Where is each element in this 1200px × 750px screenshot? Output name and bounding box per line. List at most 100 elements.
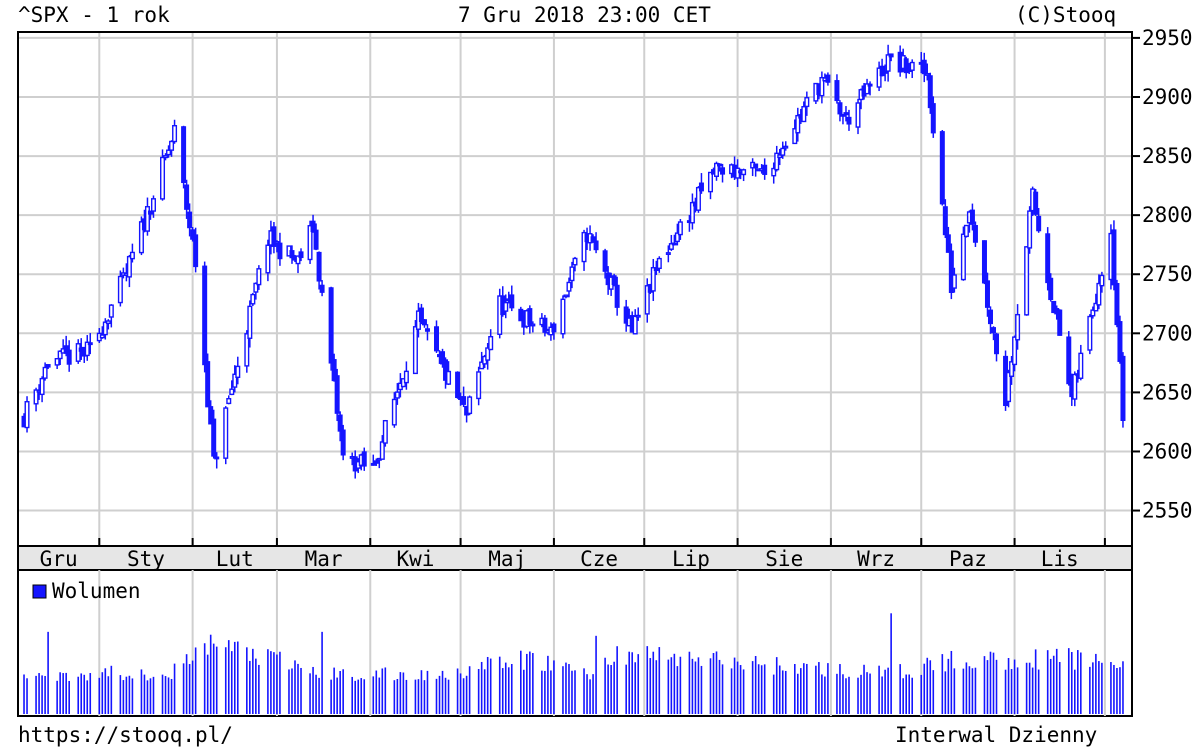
candle-body [635,314,641,318]
candle-body [864,83,870,95]
candle-body [825,74,831,83]
month-label: Mar [305,547,343,571]
candle-body [235,365,241,379]
candle-body [942,206,948,236]
candle-body [169,140,175,151]
candle-body [1066,336,1072,385]
month-label: Kwi [396,547,434,571]
candle-body [42,366,48,379]
candle-body [644,285,650,315]
candle-body [963,224,969,238]
volume-bars [23,613,1124,714]
candle-body [945,234,951,253]
candle-body [247,305,253,339]
candle-body [1117,321,1123,362]
candle-body [1045,233,1051,284]
price-tick-label: 2950 [1142,26,1193,50]
copyright-label: (C)Stooq [1015,3,1117,27]
source-url[interactable]: https://stooq.pl/ [18,723,233,747]
candle-body [75,343,81,362]
candle-body [717,163,723,167]
candle-body [310,220,316,233]
candle-body [695,186,701,211]
candle-body [720,167,726,175]
candle-body [298,251,304,259]
month-label: Sie [765,547,803,571]
candle-body [446,370,452,385]
price-tick-label: 2650 [1142,380,1193,404]
candle-body [403,370,409,384]
candle-body [163,155,169,159]
candle-body [698,182,704,192]
month-label: Cze [580,547,618,571]
candle-body [421,319,427,326]
candle-body [1090,309,1096,317]
candle-body [202,265,208,366]
month-label: Gru [40,547,78,571]
candle-body [569,266,575,282]
candle-body [147,210,153,215]
candle-body [503,301,509,312]
candle-body [1093,302,1099,312]
price-plot-frame [17,31,1133,547]
candle-body [656,257,662,270]
candle-body [256,268,262,286]
candle-body [994,333,1000,355]
candle-body [307,225,313,261]
price-tick-label: 2700 [1142,321,1193,345]
candle-body [921,59,927,75]
candle-body [1072,373,1078,400]
candle-body [593,240,599,251]
candle-body [795,114,801,134]
candle-body [665,252,671,256]
candle-body [1036,215,1042,232]
month-label: Paz [949,547,987,571]
candle-body [455,371,461,398]
candle-body [560,298,566,335]
candle-body [1096,282,1102,306]
candle-body [138,221,144,254]
candle-body [250,293,256,305]
candle-body [518,308,524,322]
candle-body [1057,309,1063,336]
candle-body [1009,361,1015,377]
candle-body [939,131,945,205]
candle-body [819,76,825,97]
candle-body [440,351,446,365]
candle-body [689,201,695,224]
candle-body [144,206,150,232]
month-label: Lis [1041,547,1079,571]
candle-body [563,294,569,298]
candle-body [882,70,888,74]
candle-body [653,267,659,272]
candle-body [1015,313,1021,341]
candle-body [205,361,211,408]
candle-body [488,335,494,351]
candle-body [126,255,132,278]
candle-body [319,284,325,293]
candle-body [214,456,220,460]
candle-body [1012,336,1018,366]
candle-body [1048,277,1054,301]
price-axis: 2550 2600 2650 2700 2750 2800 2850 2900 2950 [1132,26,1193,523]
candle-body [391,398,397,426]
candle-body [150,198,156,212]
candle-body [840,113,846,117]
candle-body [33,389,39,405]
candle-body [129,251,135,260]
candle-body [987,309,993,325]
candle-body [289,250,295,259]
candle-body [271,226,277,247]
candle-body [909,61,915,71]
candle-body [677,221,683,236]
candle-body [777,154,783,159]
candle-body [479,361,485,370]
candle-body [63,345,69,354]
candle-body [867,83,873,87]
candle-body [295,255,301,265]
candle-body [1033,191,1039,215]
candle-body [361,451,367,467]
candle-body [509,294,515,309]
month-label: Maj [488,547,526,571]
